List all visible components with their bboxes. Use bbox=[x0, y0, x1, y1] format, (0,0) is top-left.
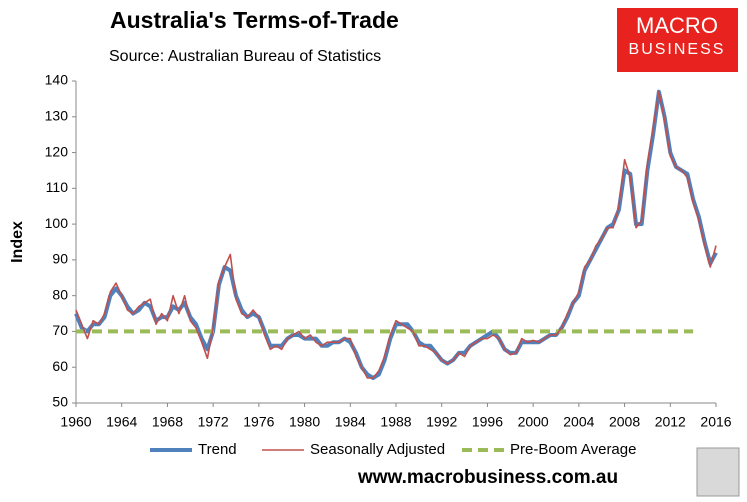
y-tick-label: 140 bbox=[45, 72, 69, 88]
y-tick-label: 120 bbox=[45, 143, 69, 159]
logo-text: BUSINESS bbox=[629, 41, 726, 58]
logo-box bbox=[617, 8, 738, 72]
x-tick-label: 2016 bbox=[700, 414, 731, 430]
y-tick-label: 130 bbox=[45, 107, 69, 123]
series-line bbox=[74, 89, 718, 380]
y-tick-label: 70 bbox=[52, 322, 68, 338]
y-tick-label: 60 bbox=[52, 358, 68, 374]
logo-text: MACRO bbox=[636, 13, 718, 38]
x-tick-label: 1964 bbox=[106, 414, 137, 430]
x-tick-label: 1992 bbox=[426, 414, 457, 430]
footer: www.macrobusiness.com.au bbox=[357, 467, 618, 488]
chart-subtitle: Source: Australian Bureau of Statistics bbox=[109, 48, 381, 65]
y-tick-label: 110 bbox=[46, 179, 69, 195]
x-tick-label: 2012 bbox=[655, 414, 686, 430]
x-tick-label: 1980 bbox=[289, 414, 320, 430]
chart-title: Australia's Terms-of-Trade bbox=[110, 7, 399, 33]
y-tick-label: 90 bbox=[52, 251, 68, 267]
legend-label: Pre-Boom Average bbox=[510, 441, 636, 458]
series-line bbox=[75, 90, 717, 379]
x-tick-label: 1984 bbox=[335, 414, 366, 430]
x-tick-label: 1976 bbox=[243, 414, 274, 430]
x-tick-label: 2000 bbox=[518, 414, 549, 430]
y-tick-label: 50 bbox=[52, 394, 68, 410]
x-tick-label: 1988 bbox=[380, 414, 411, 430]
x-tick-label: 2008 bbox=[609, 414, 640, 430]
y-tick-label: 80 bbox=[52, 286, 68, 302]
y-tick-label: 100 bbox=[45, 215, 69, 231]
legend-label: Seasonally Adjusted bbox=[310, 441, 445, 458]
x-tick-label: 1972 bbox=[198, 414, 229, 430]
legend-label: Trend bbox=[198, 441, 237, 458]
x-tick-label: 2004 bbox=[563, 414, 594, 430]
x-tick-label: 1968 bbox=[152, 414, 183, 430]
x-tick-label: 1960 bbox=[60, 414, 91, 430]
x-tick-label: 1996 bbox=[472, 414, 503, 430]
wolf-icon bbox=[696, 447, 740, 497]
y-axis-title: Index bbox=[9, 221, 26, 263]
